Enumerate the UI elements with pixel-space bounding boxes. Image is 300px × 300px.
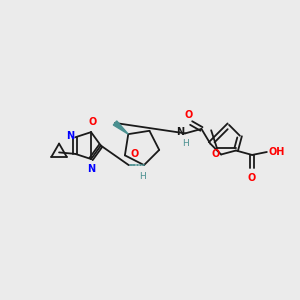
Text: O: O [88,117,97,127]
Text: N: N [88,164,96,174]
Text: O: O [130,149,139,159]
Text: O: O [248,172,256,183]
Text: O: O [184,110,192,120]
Text: N: N [66,131,74,141]
Text: N: N [176,127,184,137]
Text: OH: OH [268,147,285,157]
Text: H: H [139,172,146,181]
Polygon shape [113,121,128,134]
Text: H: H [182,139,189,148]
Text: O: O [212,149,220,160]
